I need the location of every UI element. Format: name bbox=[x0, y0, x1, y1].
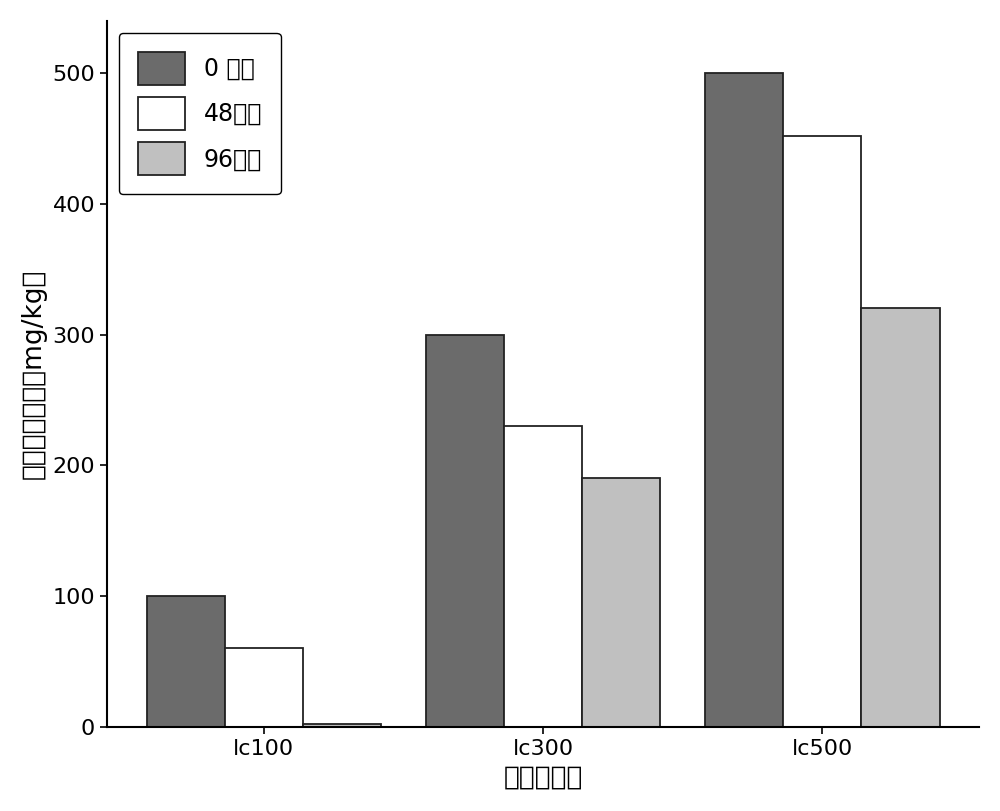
Y-axis label: 亚碓酸盐浓度（mg/kg）: 亚碓酸盐浓度（mg/kg） bbox=[21, 268, 47, 479]
X-axis label: 不同处理组: 不同处理组 bbox=[503, 764, 583, 790]
Bar bbox=[783, 136, 861, 727]
Bar bbox=[303, 724, 381, 727]
Bar bbox=[861, 308, 940, 727]
Bar bbox=[426, 335, 504, 727]
Bar bbox=[147, 596, 225, 727]
Bar bbox=[582, 478, 660, 727]
Legend: 0 小时, 48小时, 96小时: 0 小时, 48小时, 96小时 bbox=[119, 32, 281, 195]
Bar bbox=[504, 426, 582, 727]
Bar bbox=[225, 648, 303, 727]
Bar bbox=[705, 73, 783, 727]
